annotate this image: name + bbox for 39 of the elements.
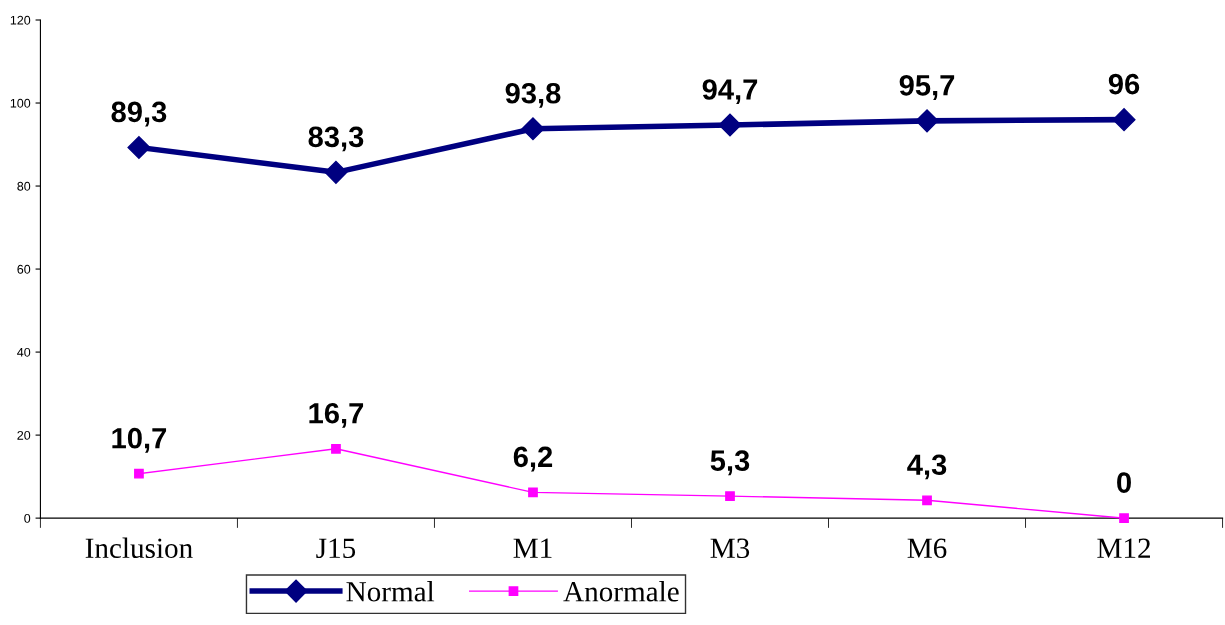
point: [725, 491, 735, 501]
data-label: 95,7: [899, 75, 955, 100]
x-tick-label: J15: [316, 538, 356, 559]
y-tick-label: 60: [17, 264, 31, 274]
point: [134, 468, 144, 479]
x-tick-label: M12: [1097, 538, 1150, 558]
legend-label: Normal: [346, 581, 435, 602]
point: [1112, 108, 1136, 132]
point: [1119, 513, 1129, 523]
data-label: 16,7: [309, 402, 364, 428]
data-label: 10,7: [112, 427, 167, 453]
y-tick-label: 0: [24, 513, 31, 523]
point: [922, 495, 932, 506]
point: [324, 160, 348, 184]
data-label: 6,2: [513, 446, 553, 472]
x-tick-label: M1: [513, 538, 552, 558]
data-label: 89,3: [111, 101, 167, 127]
data-label: 83,3: [308, 126, 364, 152]
data-label: 94,7: [702, 79, 758, 105]
y-tick-label: 120: [10, 15, 31, 25]
y-tick-label: 100: [10, 98, 31, 108]
y-tick-label: 40: [17, 347, 31, 357]
point: [127, 135, 151, 159]
point: [718, 113, 742, 137]
y-tick-label: 80: [17, 181, 31, 191]
point: [521, 117, 545, 141]
point: [915, 109, 939, 133]
x-tick-label: M3: [710, 538, 750, 559]
x-tick-label: Inclusion: [85, 537, 193, 559]
data-label: 5,3: [710, 450, 750, 476]
data-label: 4,3: [907, 454, 947, 480]
data-label: 93,8: [505, 82, 561, 108]
x-tick-label: M6: [907, 538, 947, 559]
data-label: 96: [1108, 73, 1140, 95]
y-tick-label: 20: [17, 430, 31, 440]
legend-label: Anormale: [563, 581, 679, 602]
data-label: 0: [1117, 472, 1131, 493]
point: [528, 487, 538, 498]
point: [331, 443, 341, 454]
